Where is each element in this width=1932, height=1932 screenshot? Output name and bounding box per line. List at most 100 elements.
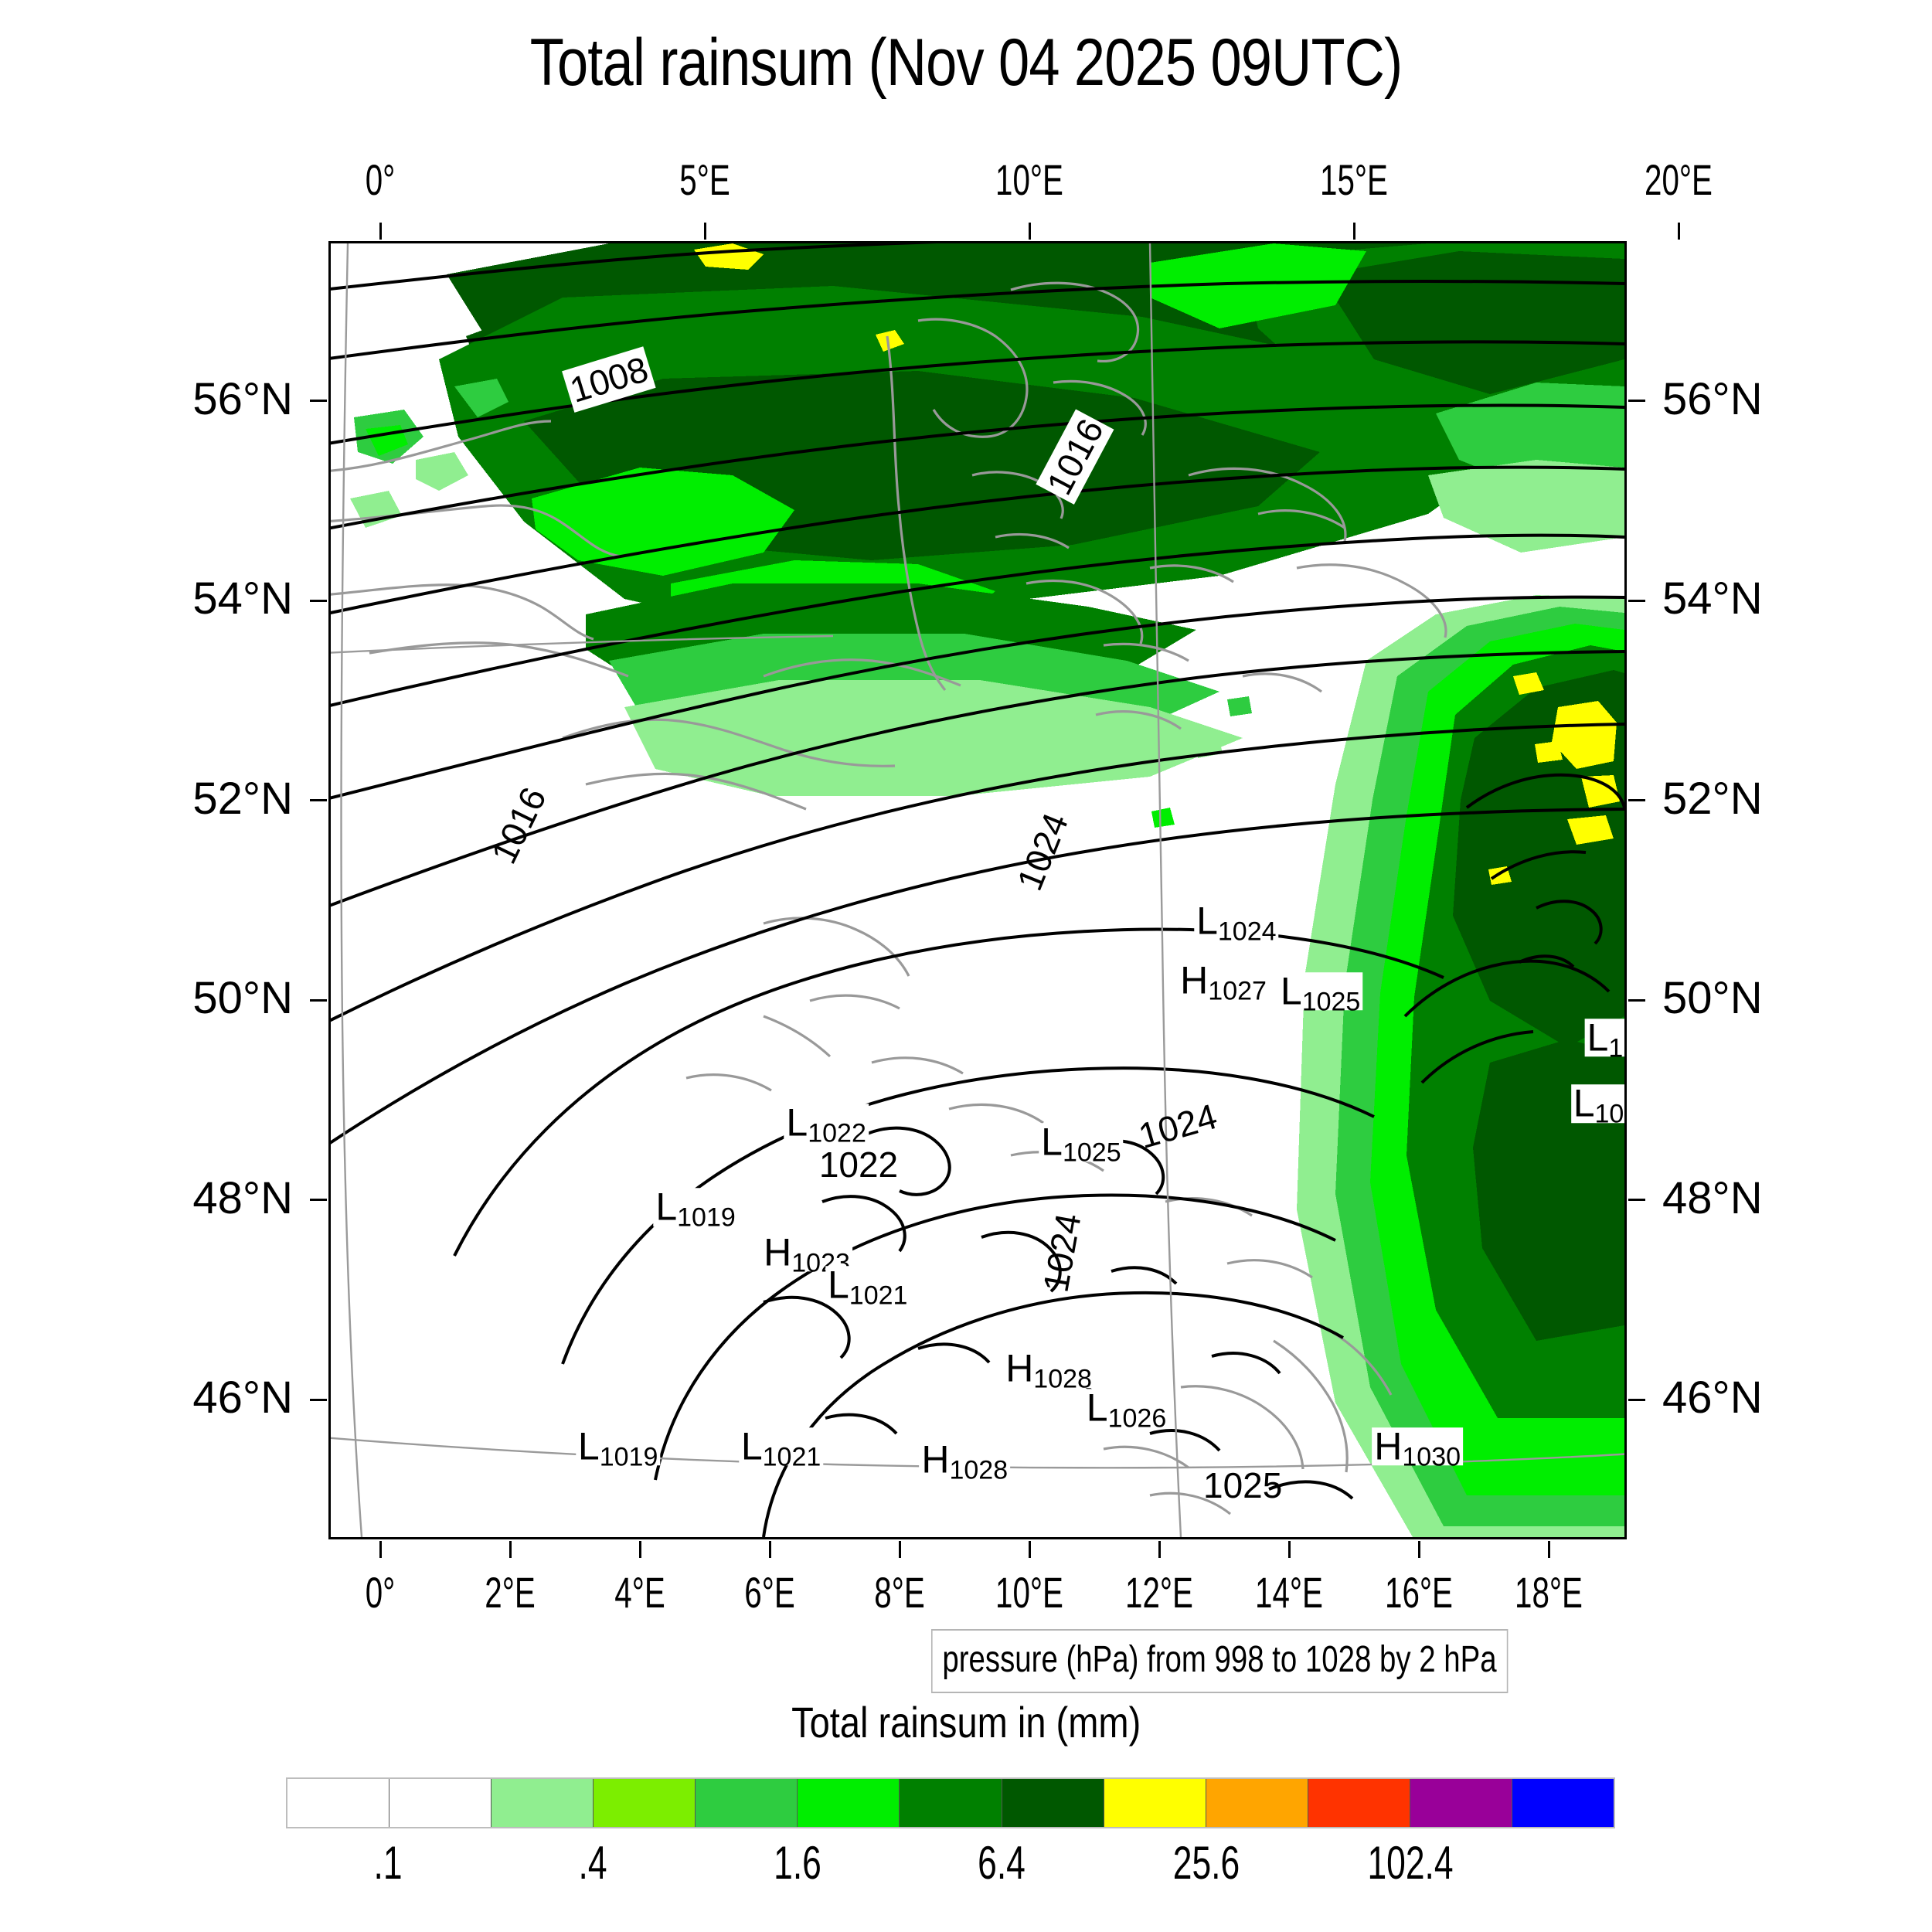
low-pressure-label-1026: L1026 (1083, 1388, 1169, 1431)
lat-tick-right (1628, 1199, 1645, 1202)
low-pressure-label-10: L10 (1570, 1083, 1624, 1127)
lon-tick-top (1352, 223, 1355, 240)
colorbar-segment-1[interactable] (389, 1779, 492, 1827)
lon-tick-bottom (1547, 1541, 1550, 1558)
colorbar-segment-3[interactable] (594, 1779, 696, 1827)
lat-label-left: 52°N (192, 773, 293, 824)
colorbar-title-text: Total rainsum in (mm) (791, 1698, 1141, 1747)
lon-label-bottom: 14°E (1255, 1568, 1324, 1617)
lat-label-right: 46°N (1662, 1372, 1763, 1423)
lon-tick-top (1028, 223, 1031, 240)
isobars (331, 243, 1624, 1537)
lon-label-bottom: 0° (365, 1568, 396, 1617)
lon-tick-bottom (638, 1541, 641, 1558)
coastlines (331, 281, 1447, 1515)
lat-tick-right (1628, 998, 1645, 1002)
high-pressure-label-1028: H1028 (919, 1440, 1011, 1483)
colorbar-segment-10[interactable] (1308, 1779, 1410, 1827)
lat-tick-left (310, 998, 327, 1002)
lon-tick-top (703, 223, 706, 240)
page-title: Total rainsum (Nov 04 2025 09UTC) (529, 26, 1403, 100)
colorbar-segment-6[interactable] (900, 1779, 1002, 1827)
colorbar-title: Total rainsum in (mm) (0, 1697, 1932, 1747)
lat-tick-right (1628, 1398, 1645, 1401)
lat-label-left: 56°N (192, 373, 293, 424)
lon-label-bottom: 6°E (744, 1568, 795, 1617)
lon-label-top: 10°E (995, 155, 1064, 204)
colorbar-segment-11[interactable] (1410, 1779, 1512, 1827)
lon-tick-bottom (898, 1541, 901, 1558)
lon-label-bottom: 4°E (614, 1568, 665, 1617)
low-pressure-label-1019: L1019 (575, 1427, 661, 1470)
lat-tick-right (1628, 799, 1645, 802)
colorbar-label-0: .1 (373, 1837, 403, 1889)
map-annotations: 1008 1016 1016 1024 1024 1024 1022 1025 L1024 H10… (331, 243, 1624, 1537)
low-pressure-label-1019: L1019 (653, 1187, 738, 1230)
lat-label-left: 50°N (192, 973, 293, 1024)
contour-label-1016: 1016 (482, 781, 554, 870)
low-pressure-label-1025: L1025 (1277, 971, 1363, 1015)
lon-tick-top (1677, 223, 1680, 240)
contour-label-1024: 1024 (1134, 1095, 1222, 1156)
lat-label-left: 46°N (192, 1372, 293, 1423)
lat-label-right: 48°N (1662, 1172, 1763, 1223)
lon-label-top: 5°E (679, 155, 730, 204)
colorbar-segment-0[interactable] (287, 1779, 390, 1827)
lat-tick-left (310, 400, 327, 403)
colorbar-label-4: 25.6 (1172, 1837, 1240, 1889)
lat-label-right: 52°N (1662, 773, 1763, 824)
lat-label-left: 48°N (192, 1172, 293, 1223)
map-canvas (331, 243, 1624, 1537)
lat-tick-right (1628, 400, 1645, 403)
contour-label-1024: 1024 (1009, 807, 1076, 896)
colorbar-segment-4[interactable] (696, 1779, 798, 1827)
lon-label-top: 15°E (1320, 155, 1389, 204)
lat-tick-left (310, 599, 327, 602)
low-pressure-label-1025: L1025 (1039, 1123, 1124, 1166)
lon-tick-bottom (768, 1541, 771, 1558)
colorbar[interactable] (286, 1777, 1615, 1828)
contour-label-1022: 1022 (818, 1144, 899, 1185)
lon-label-top: 20°E (1645, 155, 1713, 204)
lat-tick-right (1628, 599, 1645, 602)
colorbar-label-1: .4 (578, 1837, 607, 1889)
high-pressure-label-1030: H1030 (1372, 1427, 1464, 1470)
colorbar-label-5: 102.4 (1367, 1837, 1454, 1889)
lon-tick-bottom (379, 1541, 382, 1558)
lat-label-right: 54°N (1662, 573, 1763, 624)
lat-tick-left (310, 799, 327, 802)
lon-label-bottom: 16°E (1385, 1568, 1454, 1617)
lon-label-bottom: 2°E (485, 1568, 536, 1617)
high-pressure-label-1028: H1028 (1003, 1349, 1094, 1393)
lon-tick-bottom (1417, 1541, 1420, 1558)
lon-label-bottom: 10°E (995, 1568, 1064, 1617)
lon-label-top: 0° (365, 155, 396, 204)
colorbar-segment-12[interactable] (1512, 1779, 1614, 1827)
graticule (331, 243, 1624, 1537)
lon-label-bottom: 18°E (1515, 1568, 1583, 1617)
colorbar-segment-5[interactable] (798, 1779, 900, 1827)
low-pressure-label-1024: L1024 (1194, 901, 1279, 944)
lon-tick-bottom (1028, 1541, 1031, 1558)
colorbar-segment-2[interactable] (492, 1779, 594, 1827)
contour-label-1016: 1016 (1035, 409, 1114, 505)
lon-tick-bottom (509, 1541, 512, 1558)
lat-tick-left (310, 1398, 327, 1401)
map-container[interactable]: 1008 1016 1016 1024 1024 1024 1022 1025 L1024 H10… (328, 241, 1627, 1539)
low-pressure-label-1022: L1022 (784, 1104, 869, 1147)
lon-tick-bottom (1287, 1541, 1291, 1558)
colorbar-segment-7[interactable] (1002, 1779, 1104, 1827)
lat-label-left: 54°N (192, 573, 293, 624)
colorbar-segment-8[interactable] (1104, 1779, 1206, 1827)
low-pressure-label-1021: L1021 (738, 1427, 824, 1470)
map-plot-frame[interactable]: 1008 1016 1016 1024 1024 1024 1022 1025 L1024 H10… (328, 241, 1627, 1539)
contour-label-1025: 1025 (1202, 1465, 1283, 1506)
colorbar-segment-9[interactable] (1206, 1779, 1308, 1827)
precip-shading (350, 243, 1624, 1537)
contour-label-1024: 1024 (1035, 1209, 1089, 1295)
lat-label-right: 50°N (1662, 973, 1763, 1024)
lon-tick-bottom (1158, 1541, 1161, 1558)
contour-label-1008: 1008 (561, 345, 656, 413)
high-pressure-label-1023: H1023 (761, 1233, 852, 1276)
lon-label-bottom: 12°E (1125, 1568, 1194, 1617)
